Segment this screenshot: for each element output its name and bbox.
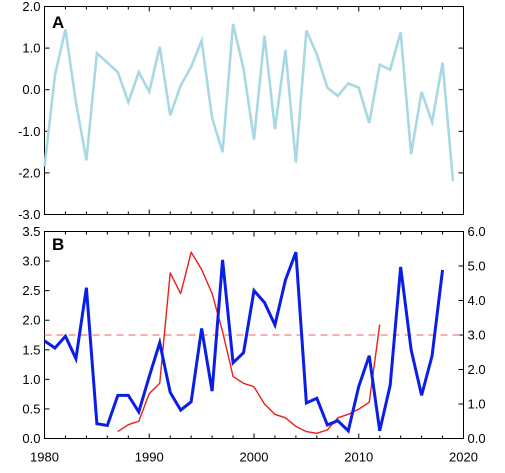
y-tick-label-right: 0.0	[468, 431, 486, 446]
y-tick-label-left: 3.0	[22, 254, 40, 269]
y-tick-label-left: 3.5	[22, 224, 40, 239]
panel-a-series	[43, 23, 455, 182]
y-tick-label-left: 2.5	[22, 283, 40, 298]
y-tick-label-left: 1.0	[22, 372, 40, 387]
y-tick-label-right: 4.0	[468, 293, 486, 308]
panel-b: B 0.0 0.5 1.0 1.5 2.0 2.5 3.0 3.5 0.0 1.0 2.0 3.0 4.…	[22, 224, 485, 465]
panel-a-ticks: -3.0 -2.0 -1.0 0.0 1.0 2.0	[18, 0, 464, 222]
y-tick-label: 2.0	[22, 0, 40, 14]
y-tick-label: 0.0	[22, 82, 40, 97]
y-tick-label-right: 1.0	[468, 397, 486, 412]
y-tick-label-right: 6.0	[468, 224, 486, 239]
series-line-blue	[43, 251, 445, 434]
y-tick-label: -3.0	[18, 207, 40, 222]
y-tick-label-left: 2.0	[22, 313, 40, 328]
x-tick-label: 2020	[449, 450, 478, 465]
y-tick-label-left: 0.0	[22, 431, 40, 446]
series-line-red	[117, 251, 381, 435]
y-tick-label: -2.0	[18, 165, 40, 180]
x-tick-label: 1990	[135, 450, 164, 465]
x-tick-label: 1980	[30, 450, 59, 465]
x-tick-label: 2000	[240, 450, 269, 465]
panel-b-ticks: 0.0 0.5 1.0 1.5 2.0 2.5 3.0 3.5 0.0 1.0 2.0 3.0 4.0 5…	[22, 224, 485, 465]
panel-a-label: A	[52, 13, 64, 32]
series-line-0	[43, 23, 455, 182]
y-tick-label-right: 5.0	[468, 259, 486, 274]
panel-a: A -3.0 -2.0 -1.0 0.0 1.0 2.0	[18, 0, 464, 222]
y-tick-label-left: 0.5	[22, 401, 40, 416]
y-tick-label-right: 3.0	[468, 328, 486, 343]
panel-b-series	[43, 251, 445, 435]
x-tick-label: 2010	[344, 450, 373, 465]
y-tick-label-left: 1.5	[22, 342, 40, 357]
y-tick-label-right: 2.0	[468, 362, 486, 377]
y-tick-label: -1.0	[18, 124, 40, 139]
panel-b-label: B	[52, 235, 64, 254]
y-tick-label: 1.0	[22, 41, 40, 56]
